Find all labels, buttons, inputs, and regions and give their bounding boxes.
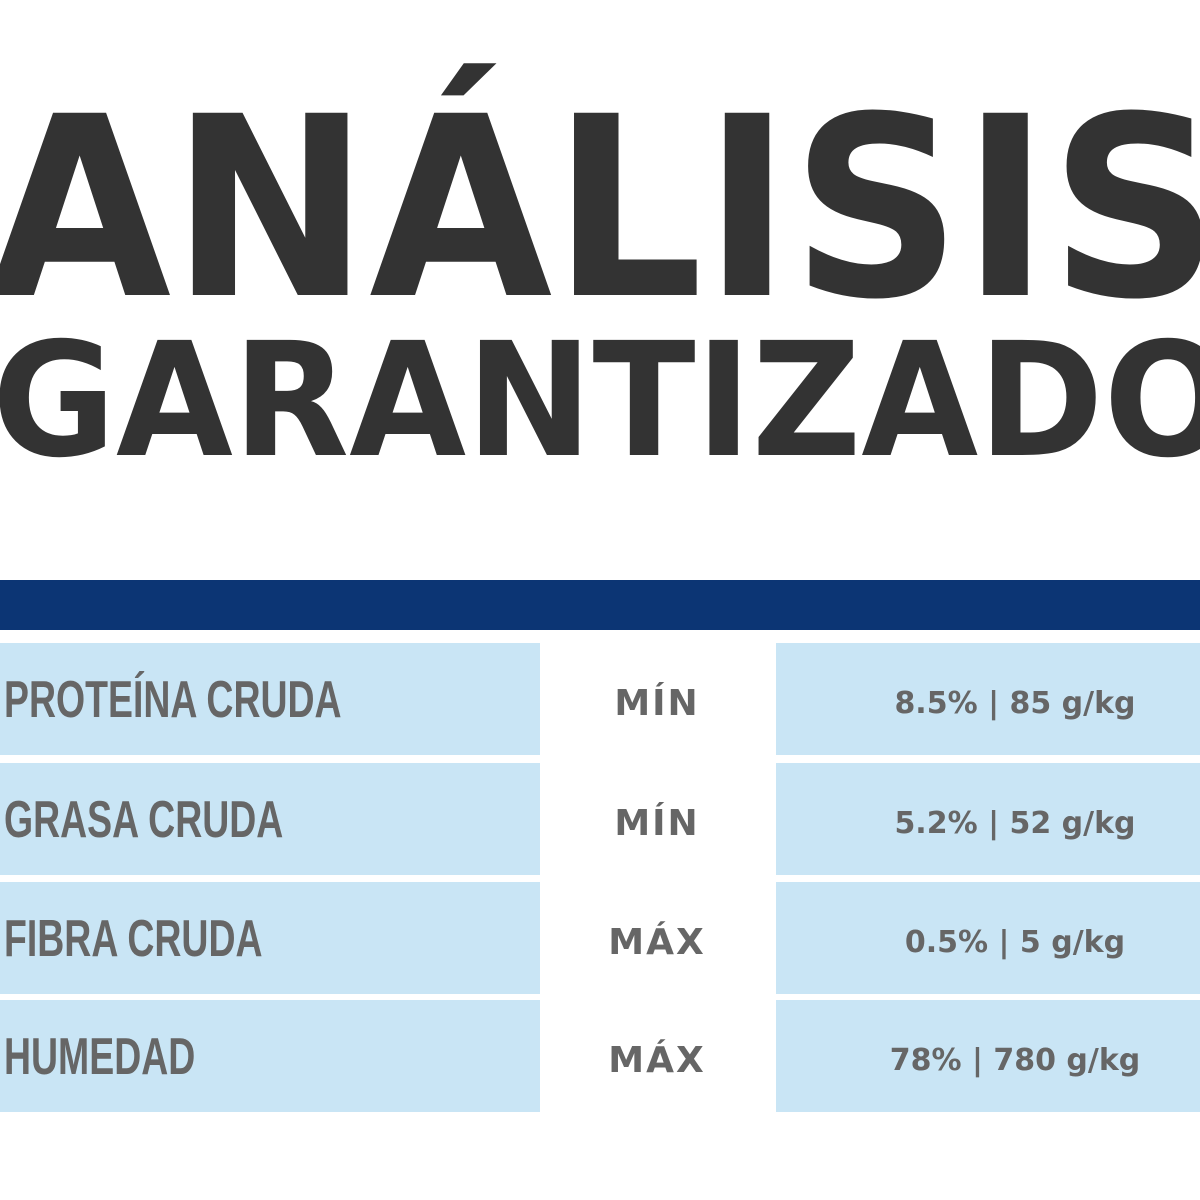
title-line: ANÁLISIS: [0, 63, 1200, 354]
value-cell: [776, 763, 1200, 875]
label-cell: [0, 882, 540, 994]
title-line: GARANTIZADO: [0, 309, 1200, 493]
row-label: GRASA CRUDA: [4, 790, 283, 849]
label-cell: [0, 763, 540, 875]
row-limit: MÍN: [614, 802, 699, 844]
header-bar: [0, 580, 1200, 630]
row-label: PROTEÍNA CRUDA: [4, 670, 342, 729]
row-value: 8.5% | 85 g/kg: [894, 686, 1135, 721]
row-label: HUMEDAD: [4, 1027, 195, 1086]
row-limit: MÁX: [608, 921, 705, 963]
value-cell: [776, 882, 1200, 994]
value-cell: [776, 643, 1200, 755]
row-value: 5.2% | 52 g/kg: [894, 806, 1135, 841]
row-label: FIBRA CRUDA: [4, 909, 263, 968]
row-limit: MÍN: [614, 682, 699, 724]
value-cell: [776, 1000, 1200, 1112]
row-limit: MÁX: [608, 1039, 705, 1081]
table: PROTEÍNA CRUDA MÍN 8.5% | 85 g/kg GRASA CRU…: [0, 643, 1200, 1112]
label-cell: [0, 1000, 540, 1112]
row-value: 0.5% | 5 g/kg: [905, 925, 1125, 960]
label-cell: [0, 643, 540, 755]
row-value: 78% | 780 g/kg: [890, 1043, 1141, 1078]
